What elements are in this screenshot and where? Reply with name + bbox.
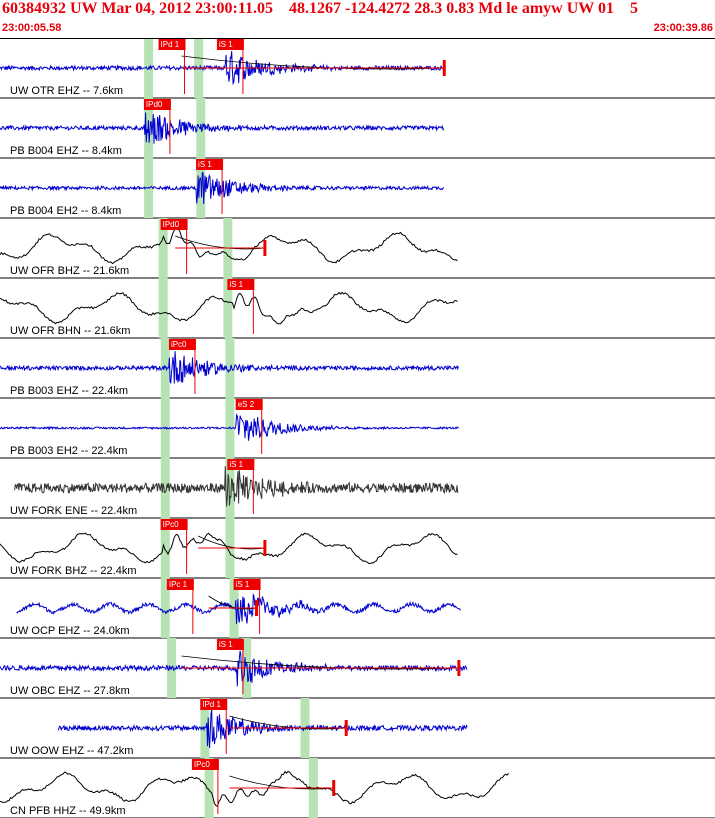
- trace-label: UW OCP EHZ -- 24.0km: [10, 625, 130, 637]
- trace-row: IPd0 UW OFR BHZ -- 21.6km: [0, 218, 715, 279]
- trace-label: UW OFR BHN -- 21.6km: [10, 325, 130, 337]
- plot-header: 60384932 UW Mar 04, 2012 23:00:11.05 48.…: [0, 0, 715, 38]
- pick-label: IPc0: [194, 760, 211, 769]
- pick-label: IPd0: [146, 100, 163, 109]
- trace-label: UW FORK BHZ -- 22.4km: [10, 565, 137, 577]
- analysis-window: [158, 218, 168, 278]
- coda-curve: [208, 595, 257, 610]
- trace-row: iS 1 UW OFR BHN -- 21.6km: [0, 278, 715, 339]
- pick-label: IPd 1: [161, 40, 180, 49]
- pick-box: [216, 639, 244, 650]
- pick-box: [227, 279, 255, 290]
- pick-box: [158, 39, 186, 50]
- waveform-line: [0, 770, 509, 808]
- trace-row: IPd 1 UW OOW EHZ -- 47.2km: [0, 698, 715, 759]
- analysis-window: [225, 398, 235, 458]
- pick-box: [191, 759, 219, 770]
- trace-label: PB B003 EH2 -- 22.4km: [10, 445, 127, 457]
- start-time: 23:00:05.58: [2, 22, 62, 34]
- pick-label: IPc 1: [169, 580, 188, 589]
- pick-box: [196, 159, 224, 170]
- trace-label: PB B003 EHZ -- 22.4km: [10, 385, 128, 397]
- trace-row: IPd 1 iS 1 UW OTR EHZ -- 7.6km: [0, 38, 715, 99]
- coda-curve: [229, 715, 347, 730]
- analysis-window: [225, 458, 235, 518]
- waveform-line: [0, 51, 445, 86]
- pick-box: [233, 579, 261, 590]
- event-title: 60384932 UW Mar 04, 2012 23:00:11.05 48.…: [2, 0, 638, 17]
- waveform-line: [16, 593, 461, 624]
- trace-label: UW OOW EHZ -- 47.2km: [10, 745, 133, 757]
- trace-row: IPd0 PB B004 EHZ -- 8.4km: [0, 98, 715, 159]
- waveform-line: [57, 709, 468, 748]
- trace-row: IPc0 UW FORK BHZ -- 22.4km: [0, 518, 715, 579]
- analysis-window: [223, 278, 233, 338]
- seismogram-plot: IPd 1 iS 1 UW OTR EHZ -- 7.6km IPd0 PB B004 …: [0, 38, 715, 818]
- pick-box: [235, 399, 263, 410]
- trace-row: iS 1 PB B004 EH2 -- 8.4km: [0, 158, 715, 219]
- coda-curve: [175, 235, 265, 250]
- analysis-window: [160, 578, 170, 638]
- trace-row: iPc0 PB B003 EHZ -- 22.4km: [0, 338, 715, 399]
- pick-label: iS 1: [219, 40, 233, 49]
- pick-label: iS 1: [219, 640, 233, 649]
- trace-label: UW FORK ENE -- 22.4km: [10, 505, 137, 517]
- trace-label: PB B004 EH2 -- 8.4km: [10, 205, 121, 217]
- trace-label: UW OBC EHZ -- 27.8km: [10, 685, 130, 697]
- pick-box: [227, 459, 255, 470]
- trace-label: PB B004 EHZ -- 8.4km: [10, 145, 122, 157]
- analysis-window: [160, 518, 170, 578]
- analysis-window: [204, 758, 214, 818]
- pick-box: [200, 699, 228, 710]
- trace-row: iS 1 UW FORK ENE -- 22.4km: [0, 458, 715, 519]
- pick-label: IPd0: [163, 220, 180, 229]
- pick-box: [168, 339, 196, 350]
- pick-label: IPd 1: [202, 700, 221, 709]
- trace-label: CN PFB HHZ -- 49.9km: [10, 805, 126, 817]
- analysis-window: [160, 458, 170, 518]
- waveform-line: [0, 291, 458, 325]
- pick-box: [160, 219, 188, 230]
- pick-box: [160, 519, 188, 530]
- pick-box: [143, 99, 171, 110]
- pick-label: IPc0: [163, 520, 180, 529]
- coda-curve: [181, 55, 445, 70]
- coda-curve: [197, 535, 265, 550]
- trace-label: UW OTR EHZ -- 7.6km: [10, 85, 123, 97]
- coda-curve: [181, 655, 459, 670]
- coda-curve: [229, 775, 334, 790]
- end-time: 23:00:39.86: [653, 22, 713, 34]
- pick-label: iS 1: [198, 160, 212, 169]
- waveform-line: [14, 466, 459, 507]
- pick-box: [216, 39, 244, 50]
- analysis-window: [225, 338, 235, 398]
- trace-label: UW OFR BHZ -- 21.6km: [10, 265, 129, 277]
- trace-row: iS 1 UW OBC EHZ -- 27.8km: [0, 638, 715, 699]
- waveform-line: [0, 532, 458, 565]
- pick-label: iS 1: [229, 460, 243, 469]
- waveform-line: [0, 226, 458, 265]
- pick-label: iPc0: [171, 340, 187, 349]
- waveform-line: [0, 351, 459, 384]
- analysis-window: [158, 278, 168, 338]
- waveform-line: [0, 112, 445, 144]
- trace-row: IPc0 CN PFB HHZ -- 49.9km: [0, 758, 715, 818]
- pick-label: eS 2: [238, 400, 255, 409]
- waveform-line: [0, 412, 459, 441]
- trace-row: IPc 1 iS 1 UW OCP EHZ -- 24.0km: [0, 578, 715, 639]
- trace-row: eS 2 PB B003 EH2 -- 22.4km: [0, 398, 715, 459]
- pick-label: iS 1: [236, 580, 250, 589]
- pick-box: [166, 579, 194, 590]
- pick-label: iS 1: [229, 280, 243, 289]
